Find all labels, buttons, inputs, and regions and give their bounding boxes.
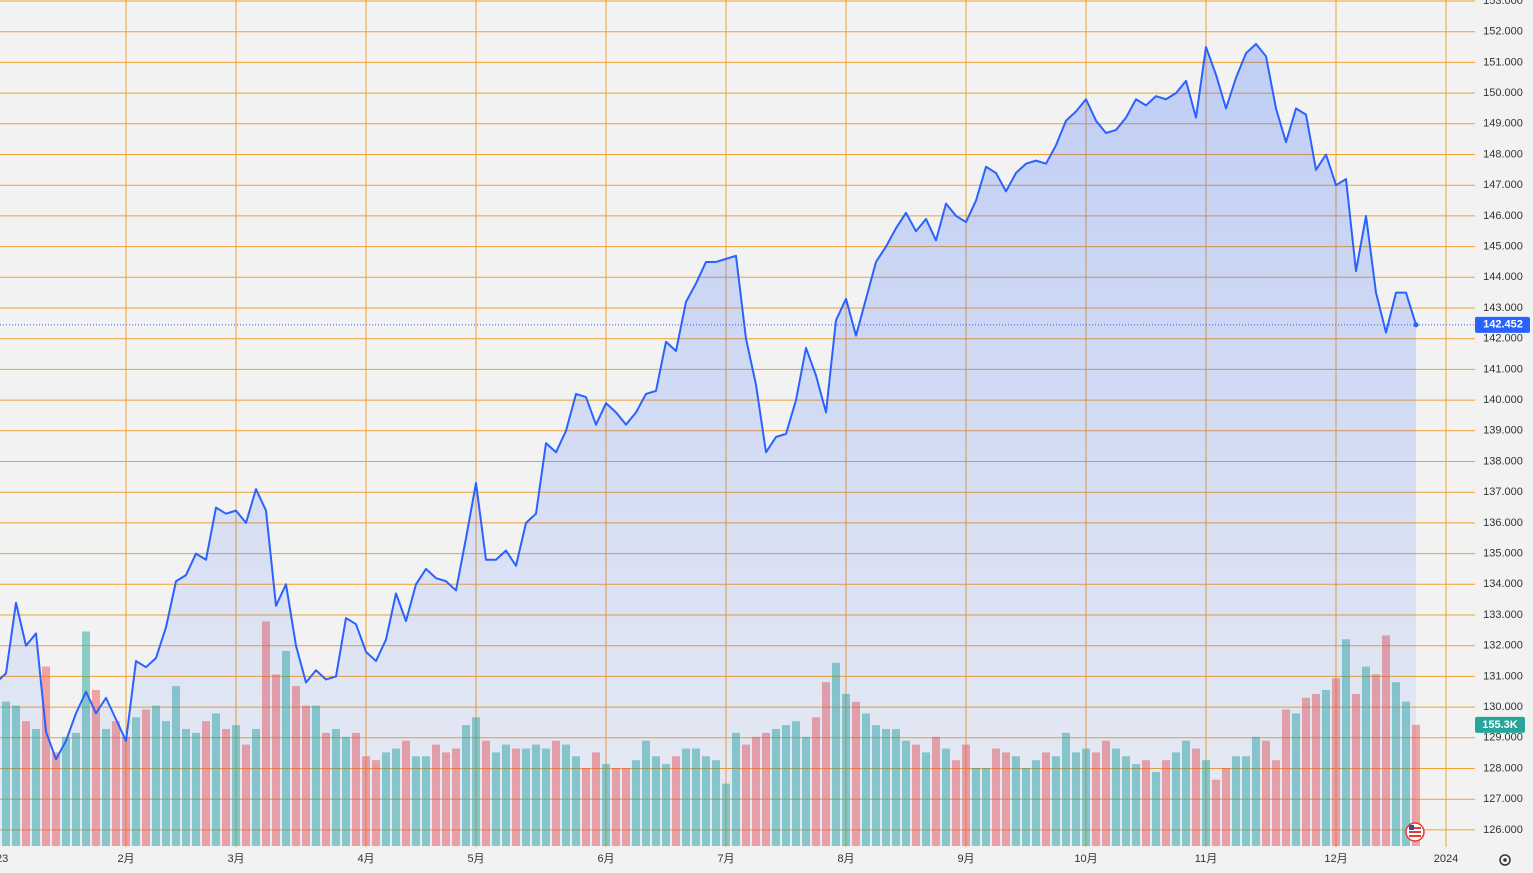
y-tick-label: 152.000 xyxy=(1483,26,1523,38)
y-tick-label: 129.000 xyxy=(1483,732,1523,744)
x-tick-label: 9月 xyxy=(957,853,974,865)
y-tick-label: 127.000 xyxy=(1483,793,1523,805)
x-tick-label: 12月 xyxy=(1324,853,1347,865)
y-tick-label: 138.000 xyxy=(1483,455,1523,467)
y-tick-label: 139.000 xyxy=(1483,425,1523,437)
y-tick-label: 136.000 xyxy=(1483,517,1523,529)
flag-icon xyxy=(1405,822,1425,842)
y-tick-label: 145.000 xyxy=(1483,241,1523,253)
y-tick-label: 133.000 xyxy=(1483,609,1523,621)
x-tick-label: 4月 xyxy=(357,853,374,865)
y-tick-label: 132.000 xyxy=(1483,640,1523,652)
y-tick-label: 141.000 xyxy=(1483,363,1523,375)
price-layer xyxy=(0,42,1475,846)
y-tick-label: 147.000 xyxy=(1483,179,1523,191)
y-tick-label: 128.000 xyxy=(1483,762,1523,774)
price-area xyxy=(0,43,1416,846)
x-tick-label: 3月 xyxy=(227,853,244,865)
last-point xyxy=(1413,322,1419,328)
y-tick-label: 137.000 xyxy=(1483,486,1523,498)
x-tick-label: 2024 xyxy=(1434,853,1458,865)
x-tick-label: 2月 xyxy=(117,853,134,865)
x-tick-label: 10月 xyxy=(1074,853,1097,865)
y-tick-label: 153.000 xyxy=(1483,0,1523,7)
y-tick-label: 142.000 xyxy=(1483,333,1523,345)
y-tick-label: 143.000 xyxy=(1483,302,1523,314)
y-tick-label: 140.000 xyxy=(1483,394,1523,406)
y-tick-label: 151.000 xyxy=(1483,56,1523,68)
y-tick-label: 130.000 xyxy=(1483,701,1523,713)
volume-label: 155.3K xyxy=(1482,719,1518,731)
y-tick-label: 144.000 xyxy=(1483,271,1523,283)
x-tick-label: 5月 xyxy=(467,853,484,865)
last-price-box xyxy=(1475,316,1530,333)
y-tick-label: 131.000 xyxy=(1483,670,1523,682)
volume-label-box xyxy=(1475,716,1525,733)
x-tick-label: 8月 xyxy=(837,853,854,865)
y-tick-label: 150.000 xyxy=(1483,87,1523,99)
x-tick-label: 6月 xyxy=(597,853,614,865)
y-tick-label: 146.000 xyxy=(1483,210,1523,222)
x-tick-label: 11月 xyxy=(1195,853,1217,865)
settings-icon[interactable] xyxy=(1499,854,1511,866)
y-tick-label: 148.000 xyxy=(1483,148,1523,160)
y-tick-label: 135.000 xyxy=(1483,548,1523,560)
y-tick-label: 134.000 xyxy=(1483,578,1523,590)
x-tick-label: 2023 xyxy=(0,853,8,865)
price-line xyxy=(0,42,1417,761)
x-tick-label: 7月 xyxy=(717,853,734,865)
y-tick-label: 149.000 xyxy=(1483,118,1523,130)
last-price-label: 142.452 xyxy=(1483,319,1523,331)
y-tick-label: 126.000 xyxy=(1483,824,1523,836)
